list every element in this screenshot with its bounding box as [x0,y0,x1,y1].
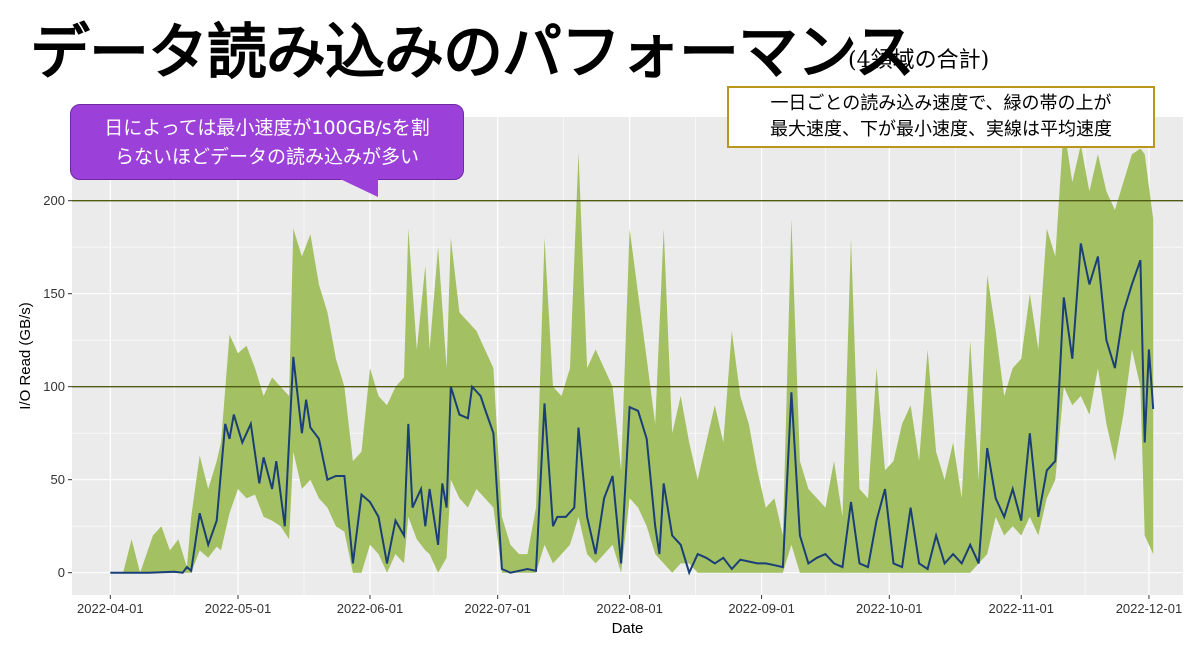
y-tick-label: 100 [43,379,65,394]
y-tick-label: 0 [58,565,65,580]
y-axis-title: I/O Read (GB/s) [17,302,34,410]
callout-tail [336,177,378,197]
mean-speed-line [110,243,1155,576]
x-axis-ticks: 2022-04-01 2022-05-01 2022-06-01 2022-07-01… [77,595,1182,616]
x-tick-label: 2022-08-01 [596,601,663,616]
callout-line-2: らないほどデータの読み込みが多い [114,146,419,168]
x-tick-label: 2022-06-01 [337,601,404,616]
x-tick-label: 2022-09-01 [728,601,795,616]
x-tick-label: 2022-05-01 [205,601,272,616]
x-tick-label: 2022-11-01 [988,601,1054,616]
x-tick-label: 2022-10-01 [856,601,923,616]
y-tick-label: 150 [43,286,65,301]
callout-box: 日によっては最小速度が100GB/sを割 らないほどデータの読み込みが多い [70,104,464,180]
note-line-2: 最大速度、下が最小速度、実線は平均速度 [770,119,1112,140]
y-axis-ticks: 0 50 100 150 200 [43,193,72,580]
y-tick-label: 50 [51,472,65,487]
page-subtitle: (4領域の合計) [848,48,990,73]
x-tick-label: 2022-07-01 [464,601,531,616]
x-tick-label: 2022-12-01 [1116,601,1183,616]
reference-lines [72,199,1183,388]
note-line-1: 一日ごとの読み込み速度で、緑の帯の上が [770,93,1112,114]
x-axis-title: Date [612,620,644,637]
min-max-band [110,126,1154,573]
y-tick-label: 200 [43,193,65,208]
callout-line-1: 日によっては最小速度が100GB/sを割 [104,117,430,139]
x-tick-label: 2022-04-01 [77,601,144,616]
legend-note-box: 一日ごとの読み込み速度で、緑の帯の上が 最大速度、下が最小速度、実線は平均速度 [727,86,1155,148]
page-title: データ読み込みのパフォーマンス [30,18,915,88]
